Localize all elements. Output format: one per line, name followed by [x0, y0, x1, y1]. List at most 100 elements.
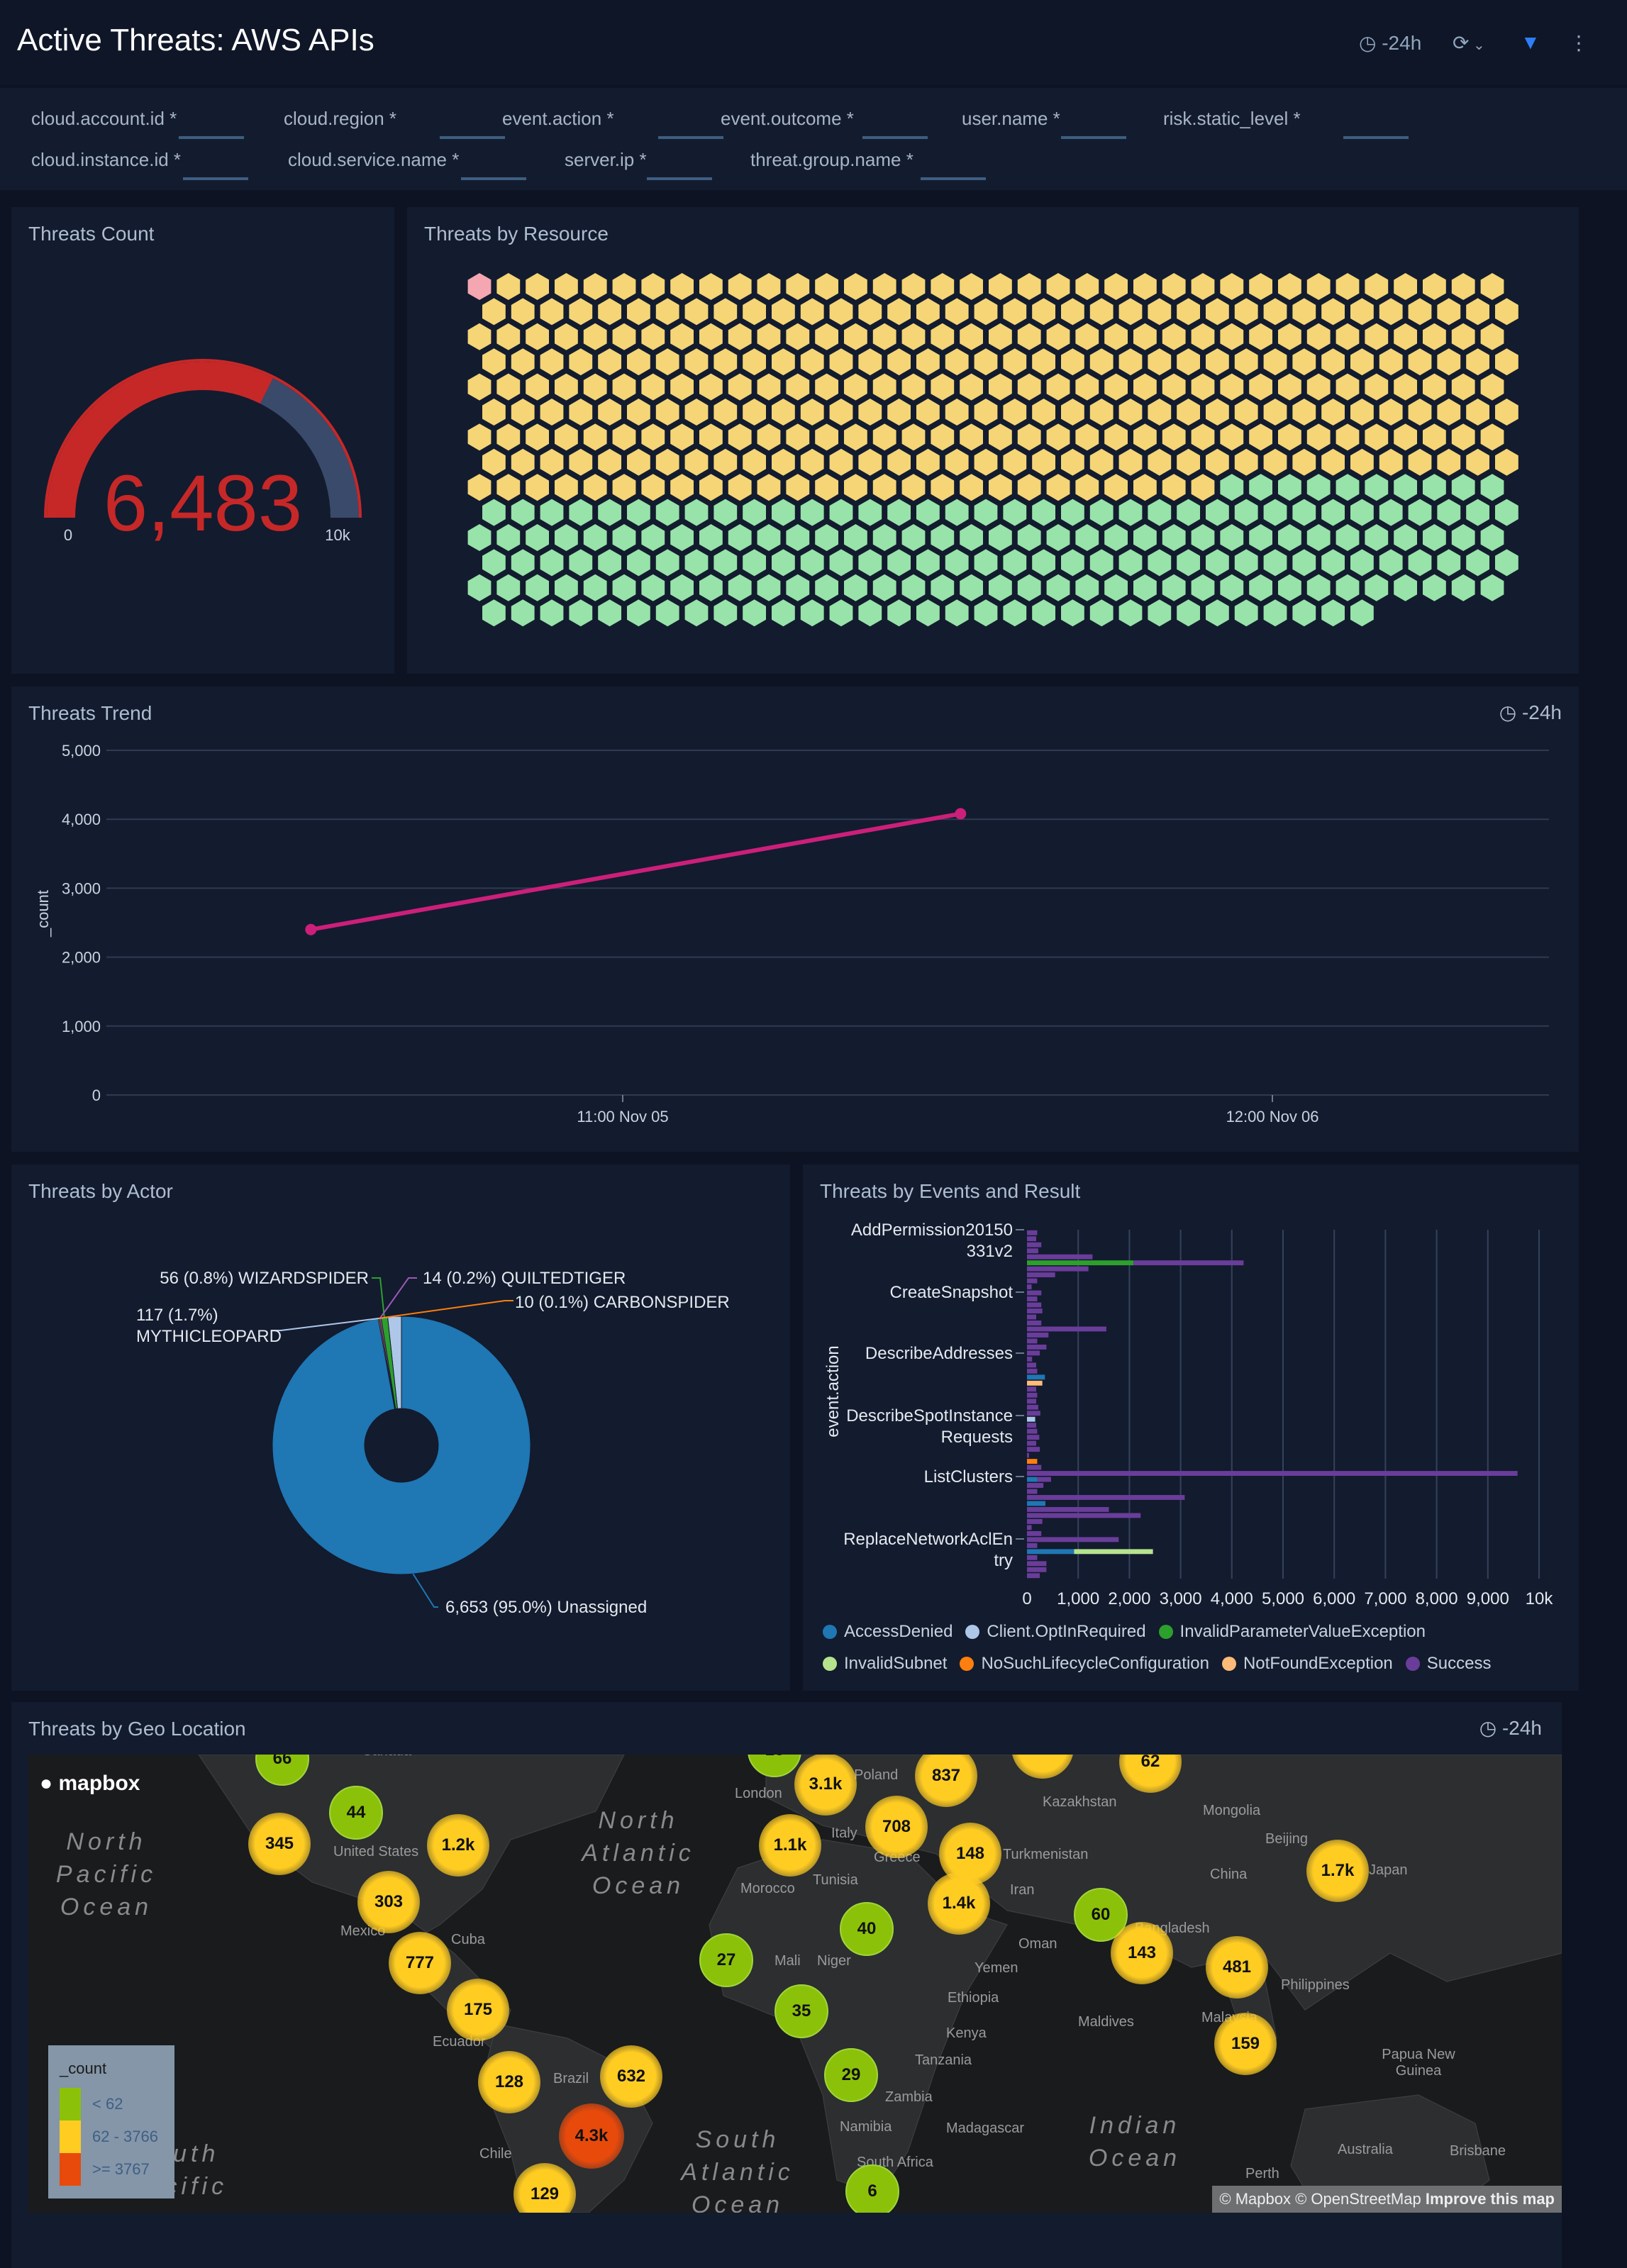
map-cluster[interactable]: 143 — [1111, 1922, 1173, 1984]
time-range-button[interactable]: ◷ -24h — [1359, 32, 1422, 54]
legend-label: InvalidSubnet — [844, 1654, 948, 1673]
map-cluster[interactable]: 1.1k — [759, 1814, 821, 1877]
filter-cloud-service-name[interactable]: cloud.service.name * — [288, 149, 526, 180]
resource-hex — [960, 273, 983, 300]
bar-segment — [1027, 1392, 1038, 1398]
map-cluster[interactable]: 27 — [699, 1933, 753, 1987]
resource-hex — [1017, 373, 1041, 401]
resource-hex — [569, 298, 593, 326]
filter-event-action[interactable]: event.action * — [502, 108, 723, 139]
resource-hex — [931, 373, 955, 401]
refresh-button[interactable]: ⟳ ⌄ — [1453, 31, 1485, 55]
resource-hex — [598, 448, 621, 476]
resource-hex — [1408, 298, 1432, 326]
filter-input-underline[interactable] — [647, 177, 712, 180]
filter-cloud-region[interactable]: cloud.region * — [284, 108, 505, 139]
legend-item[interactable]: Client.OptInRequired — [965, 1616, 1146, 1647]
resource-hex — [1379, 549, 1403, 577]
filter-user-name[interactable]: user.name * — [962, 108, 1126, 139]
resource-hex — [916, 298, 940, 326]
map-cluster[interactable]: 1.2k — [427, 1814, 489, 1877]
resource-hex — [901, 273, 926, 300]
resource-hex — [1336, 524, 1360, 551]
filter-cloud-account-id[interactable]: cloud.account.id * — [31, 108, 244, 139]
bar-segment — [1027, 1459, 1038, 1464]
map-cluster[interactable]: 40 — [840, 1902, 894, 1956]
improve-map-link[interactable]: Improve this map — [1425, 2190, 1555, 2208]
filter-input-underline[interactable] — [461, 177, 526, 180]
bar-segment — [1027, 1416, 1035, 1422]
filter-input-underline[interactable] — [440, 136, 505, 139]
legend-item[interactable]: NotFoundException — [1221, 1648, 1393, 1679]
resource-hex — [887, 549, 911, 577]
resource-hex — [772, 399, 795, 426]
filter-label: server.ip — [565, 149, 635, 170]
map-cluster[interactable]: 1.7k — [1306, 1840, 1369, 1902]
filter-threat-group-name[interactable]: threat.group.name * — [750, 149, 986, 180]
legend-item[interactable]: AccessDenied — [823, 1616, 953, 1647]
map-cluster[interactable]: 129 — [513, 2163, 576, 2213]
filter-input-underline[interactable] — [658, 136, 723, 139]
bar-segment — [1027, 1549, 1075, 1555]
resource-hex — [1089, 399, 1114, 426]
cluster-count: 27 — [716, 1950, 736, 1969]
filter-input-underline[interactable] — [921, 177, 986, 180]
filter-input-underline[interactable] — [862, 136, 928, 139]
resource-hex — [555, 423, 578, 451]
resource-hex — [569, 399, 593, 426]
map-cluster[interactable]: 44 — [329, 1786, 383, 1840]
resource-hex — [945, 448, 969, 476]
geo-map[interactable]: Canada London Poland Kazakhstan Mongolia Unit… — [28, 1755, 1562, 2213]
attribution-text[interactable]: © Mapbox © OpenStreetMap — [1219, 2190, 1421, 2208]
resource-hex — [540, 448, 564, 476]
cluster-count: 777 — [405, 1953, 435, 1972]
map-cluster[interactable]: 35 — [774, 1984, 828, 2038]
map-cluster[interactable]: 708 — [865, 1796, 928, 1858]
map-cluster[interactable]: 3.1k — [794, 1755, 857, 1816]
map-cluster[interactable]: 159 — [1214, 2013, 1277, 2075]
map-cluster[interactable]: 777 — [389, 1932, 451, 1994]
resource-hex — [728, 574, 752, 601]
filter-icon[interactable]: ▼ — [1521, 31, 1540, 53]
resource-hex — [1365, 423, 1389, 451]
resource-hex — [1118, 499, 1143, 526]
map-cluster[interactable]: 481 — [1206, 1936, 1268, 1999]
filter-input-underline[interactable] — [179, 136, 244, 139]
map-cluster[interactable]: 29 — [824, 2048, 878, 2102]
legend-item[interactable]: InvalidSubnet — [823, 1648, 947, 1679]
resource-hex — [800, 348, 824, 376]
map-cluster[interactable]: 128 — [478, 2051, 540, 2113]
map-cluster[interactable]: 6 — [845, 2164, 899, 2213]
map-cluster[interactable]: 4.3k — [559, 2103, 624, 2169]
resource-hex — [467, 373, 492, 401]
filter-input-underline[interactable] — [1061, 136, 1126, 139]
x-tick-label: 8,000 — [1416, 1589, 1458, 1608]
map-cluster[interactable]: 175 — [447, 1979, 509, 2041]
more-vertical-icon[interactable]: ⋮ — [1569, 32, 1589, 54]
filter-input-underline[interactable] — [1343, 136, 1409, 139]
resource-hex — [540, 298, 564, 326]
map-cluster[interactable]: 1.4k — [928, 1872, 990, 1935]
resource-hex — [1003, 448, 1027, 476]
legend-item[interactable]: InvalidParameterValueException — [1158, 1616, 1426, 1647]
map-cluster[interactable]: 632 — [600, 2045, 662, 2108]
resource-hex — [1408, 399, 1432, 426]
filter-server-ip[interactable]: server.ip * — [565, 149, 712, 180]
map-cluster[interactable]: 837 — [915, 1755, 977, 1807]
map-cluster[interactable]: 345 — [248, 1813, 311, 1875]
map-cluster[interactable]: 303 — [357, 1871, 420, 1933]
filter-input-underline[interactable] — [183, 177, 248, 180]
pie-label: 10 (0.1%) CARBONSPIDER — [515, 1293, 730, 1312]
filter-cloud-instance-id[interactable]: cloud.instance.id * — [31, 149, 248, 180]
resource-hex — [1466, 499, 1489, 526]
filter-event-outcome[interactable]: event.outcome * — [721, 108, 928, 139]
legend-item[interactable]: Success — [1405, 1648, 1491, 1679]
resource-hex — [583, 524, 607, 551]
filter-risk-static-level[interactable]: risk.static_level * — [1163, 108, 1409, 139]
resource-hex — [858, 448, 882, 476]
legend-item[interactable]: NoSuchLifecycleConfiguration — [960, 1648, 1209, 1679]
bar-segment — [1027, 1326, 1106, 1332]
resource-hex — [916, 399, 940, 426]
cluster-count: 4.3k — [574, 2126, 609, 2145]
threats-trend-panel: Threats Trend ◷ -24h _count 5,000 4,000 3,… — [11, 686, 1579, 1152]
